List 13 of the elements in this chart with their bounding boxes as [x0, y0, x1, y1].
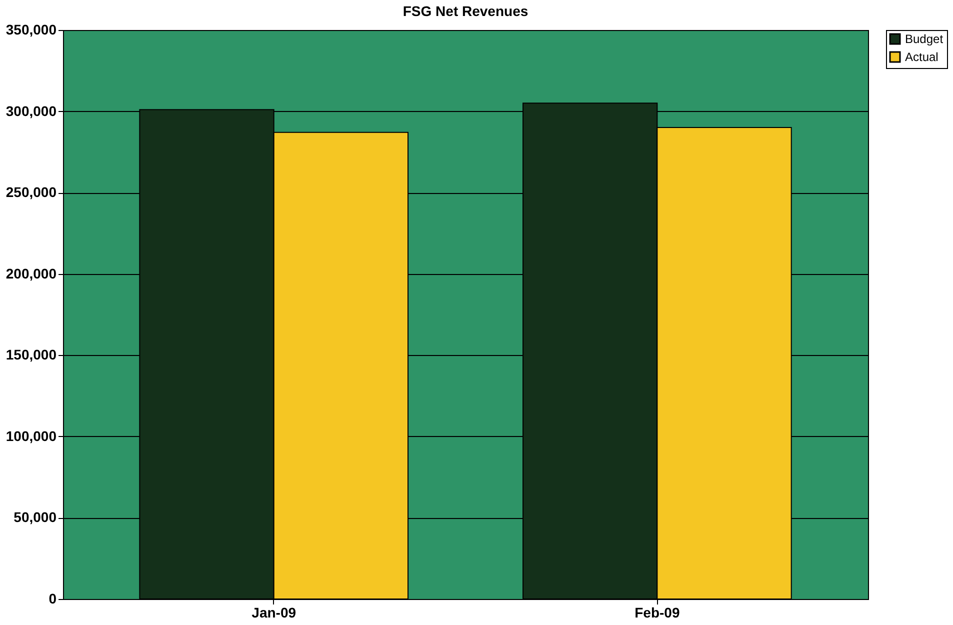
y-tick-label: 50,000	[14, 509, 57, 526]
legend-label: Actual	[905, 50, 938, 64]
chart-title: FSG Net Revenues	[402, 3, 528, 19]
y-tick-label: 100,000	[6, 428, 57, 444]
y-tick-label: 150,000	[6, 346, 57, 363]
y-tick-label: 200,000	[6, 265, 57, 282]
x-tick-label: Jan-09	[252, 604, 296, 620]
legend-label: Budget	[905, 32, 944, 46]
x-tick-label: Feb-09	[634, 604, 680, 620]
y-tick-label: 0	[48, 590, 57, 606]
y-tick-label: 250,000	[6, 184, 57, 200]
y-tick-label: 350,000	[6, 22, 57, 38]
y-tick-label: 300,000	[6, 102, 57, 119]
